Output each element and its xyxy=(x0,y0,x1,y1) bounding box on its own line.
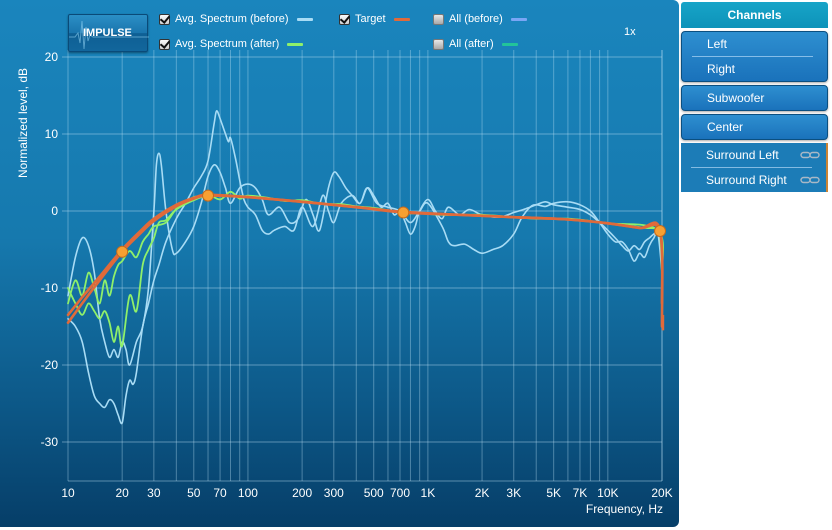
legend-swatch xyxy=(393,17,410,21)
channel-group-surround[interactable]: Surround Left Surround Right xyxy=(681,143,828,192)
y-tick-label: -20 xyxy=(41,358,59,372)
y-tick-labels: 20 10 0 -10 -20 -30 xyxy=(41,50,59,449)
x-tick-label: 10 xyxy=(61,486,75,500)
legend-all-after[interactable]: All (after) xyxy=(433,38,518,50)
x-tick-label: 700 xyxy=(390,486,410,500)
waveform-icon xyxy=(69,20,149,50)
legend-swatch xyxy=(296,17,313,21)
legend-label: Target xyxy=(355,13,386,25)
channel-group-left-right[interactable]: Left Right xyxy=(681,31,828,82)
checkbox-all-before[interactable] xyxy=(433,13,444,25)
target-control-point[interactable] xyxy=(116,245,129,258)
legend-all-before[interactable]: All (before) xyxy=(433,13,527,25)
x-tick-label: 3K xyxy=(506,486,521,500)
channel-label: Surround Right xyxy=(706,173,787,187)
x-tick-label: 500 xyxy=(364,486,384,500)
channel-surround-right[interactable]: Surround Right xyxy=(681,168,826,192)
y-tick-label: 10 xyxy=(45,127,59,141)
grid xyxy=(62,50,663,482)
series-lines xyxy=(66,110,665,425)
series-line-target xyxy=(66,194,664,324)
link-icon[interactable] xyxy=(800,176,820,184)
y-axis-title: Normalized level, dB xyxy=(16,67,30,179)
target-control-point[interactable] xyxy=(202,189,215,202)
channel-center[interactable]: Center xyxy=(707,120,744,134)
checkbox-target[interactable] xyxy=(339,13,350,25)
checkbox-avg-spectrum-before[interactable] xyxy=(159,13,170,25)
x-tick-label: 20 xyxy=(115,486,129,500)
x-tick-label: 50 xyxy=(187,486,201,500)
series-line-avg-spectrum-before-l xyxy=(67,152,663,366)
x-tick-labels: 10 20 30 50 70 100 200 300 500 700 1K 2K 3K 5K 7K 10K 20… xyxy=(61,486,672,500)
channels-panel: Channels Left Right Subwoofer Center Sur… xyxy=(681,2,828,192)
channel-separator xyxy=(691,167,812,168)
target-control-points xyxy=(116,189,667,258)
series-line-target-second-channel xyxy=(66,193,664,328)
channel-label: Surround Left xyxy=(706,148,779,162)
channel-separator xyxy=(692,56,813,57)
x-tick-label: 5K xyxy=(546,486,561,500)
y-tick-label: -30 xyxy=(41,435,59,449)
series-line-avg-spectrum-before-r xyxy=(67,110,663,425)
checkbox-avg-spectrum-after[interactable] xyxy=(159,38,170,50)
x-tick-label: 100 xyxy=(238,486,258,500)
channel-subwoofer[interactable]: Subwoofer xyxy=(707,91,765,105)
x-tick-label: 2K xyxy=(475,486,490,500)
x-tick-label: 20K xyxy=(651,486,672,500)
channel-group-subwoofer[interactable]: Subwoofer xyxy=(681,85,828,111)
channel-left[interactable]: Left xyxy=(707,37,728,51)
legend-target[interactable]: Target xyxy=(339,13,410,25)
x-axis-title: Frequency, Hz xyxy=(585,502,663,516)
legend-avg-spectrum-after[interactable]: Avg. Spectrum (after) xyxy=(159,38,304,50)
checkbox-all-after[interactable] xyxy=(433,38,444,50)
x-tick-label: 300 xyxy=(324,486,344,500)
impulse-button-label: IMPULSE xyxy=(83,27,132,39)
x-tick-label: 200 xyxy=(292,486,312,500)
x-tick-label: 1K xyxy=(421,486,436,500)
x-tick-label: 7K xyxy=(573,486,588,500)
legend-label: All (before) xyxy=(449,13,503,25)
legend-swatch xyxy=(287,42,304,46)
impulse-button[interactable]: IMPULSE xyxy=(68,14,149,52)
legend-label: Avg. Spectrum (after) xyxy=(175,38,280,50)
y-tick-label: 20 xyxy=(45,50,59,64)
y-tick-label: 0 xyxy=(51,204,58,218)
legend-label: Avg. Spectrum (before) xyxy=(175,13,289,25)
x-tick-label: 70 xyxy=(213,486,227,500)
channels-header: Channels xyxy=(681,2,828,28)
channel-surround-left[interactable]: Surround Left xyxy=(681,143,826,167)
legend-swatch xyxy=(510,17,527,21)
zoom-level[interactable]: 1x xyxy=(624,26,636,38)
x-tick-label: 10K xyxy=(597,486,618,500)
target-control-point[interactable] xyxy=(397,206,410,219)
target-control-point[interactable] xyxy=(654,225,667,238)
link-icon[interactable] xyxy=(800,151,820,159)
legend-avg-spectrum-before[interactable]: Avg. Spectrum (before) xyxy=(159,13,313,25)
y-tick-label: -10 xyxy=(41,281,59,295)
legend-swatch xyxy=(501,42,518,46)
channel-right[interactable]: Right xyxy=(707,62,736,76)
legend-label: All (after) xyxy=(449,38,494,50)
channel-group-center[interactable]: Center xyxy=(681,114,828,140)
x-tick-label: 30 xyxy=(147,486,161,500)
chart-panel: 20 10 0 -10 -20 -30 10 20 30 50 70 100 200 300 500 700… xyxy=(0,0,679,527)
